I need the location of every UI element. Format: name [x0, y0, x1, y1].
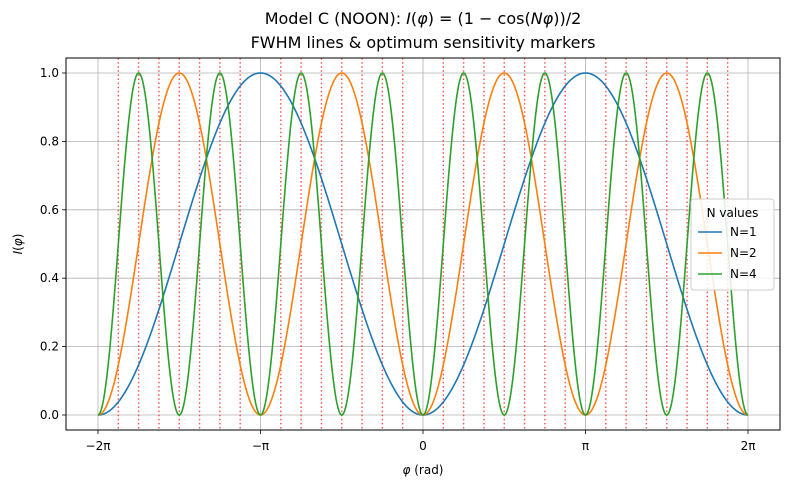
y-axis-label: I(φ)	[11, 234, 25, 255]
chart-title-line-1: Model C (NOON): I(φ) = (1 − cos(Nφ))/2	[264, 9, 582, 28]
legend-title: N values	[707, 206, 759, 220]
legend-label: N=2	[730, 246, 757, 260]
y-tick-label: 1.0	[40, 66, 59, 80]
y-tick-label: 0.8	[40, 134, 59, 148]
x-axis-ticks: −2π −π 0 π 2π	[86, 430, 756, 453]
x-tick-label: −2π	[86, 439, 111, 453]
legend-box	[690, 198, 775, 291]
x-tick-label: 2π	[741, 439, 756, 453]
series-line-n-4	[97, 72, 749, 416]
y-tick-label: 0.6	[40, 203, 59, 217]
x-tick-label: −π	[252, 439, 269, 453]
legend: N values N=1 N=2 N=4	[690, 198, 775, 291]
x-axis-label: φ (rad)	[402, 463, 443, 477]
y-tick-label: 0.0	[40, 408, 59, 422]
series-curves	[97, 72, 749, 416]
x-tick-label: 0	[419, 439, 427, 453]
y-tick-label: 0.4	[40, 271, 59, 285]
y-axis-ticks: 0.0 0.2 0.4 0.6 0.8 1.0	[40, 66, 66, 422]
legend-label: N=1	[730, 225, 757, 239]
y-tick-label: 0.2	[40, 340, 59, 354]
grid-lines	[66, 58, 780, 430]
chart-title-line-2: FWHM lines & optimum sensitivity markers	[250, 33, 596, 52]
legend-label: N=4	[730, 267, 757, 281]
x-tick-label: π	[582, 439, 589, 453]
